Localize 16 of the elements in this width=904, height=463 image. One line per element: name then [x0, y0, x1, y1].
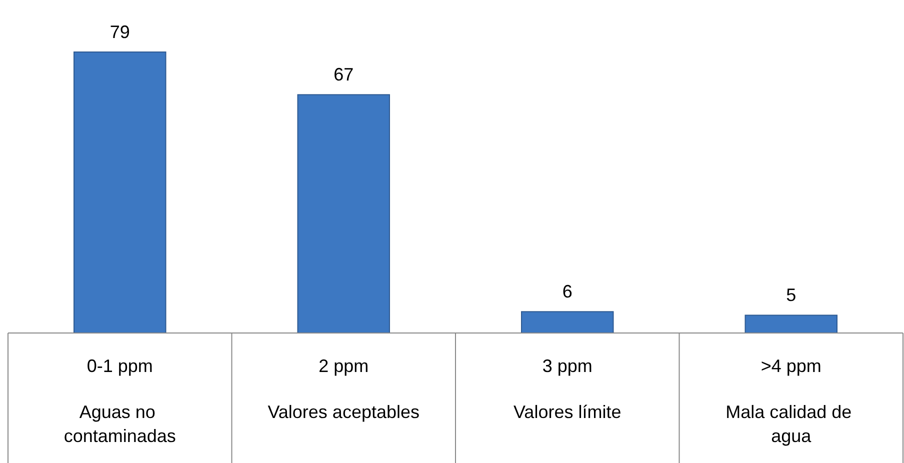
text: Mala calidad de agua [726, 402, 857, 446]
x-tick-label: 3 ppm [542, 356, 592, 376]
data-label: 79 [110, 22, 130, 42]
text: Aguas no contaminadas [64, 402, 176, 446]
x-tick-label: 2 ppm [318, 356, 369, 376]
x-tick-label: 0-1 ppm [86, 356, 153, 376]
text: Valores aceptables [268, 402, 420, 422]
data-label: 5 [786, 285, 796, 306]
x-tick-label: >4 ppm [760, 356, 822, 376]
bar [744, 314, 838, 334]
bar [74, 52, 166, 334]
bar [297, 94, 390, 334]
text: Valores límite [514, 402, 622, 422]
data-label: 67 [334, 64, 354, 85]
data-label: 6 [562, 282, 572, 302]
bar [521, 311, 614, 334]
